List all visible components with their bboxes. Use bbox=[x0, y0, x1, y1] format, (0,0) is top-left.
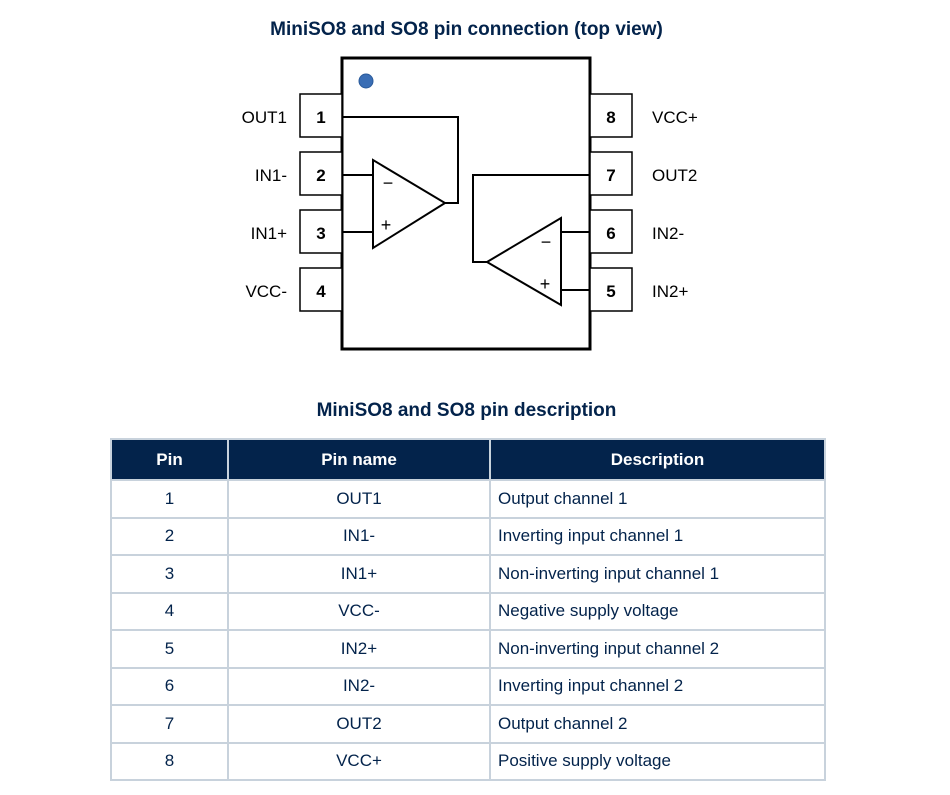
pin-4-label: VCC- bbox=[245, 282, 287, 301]
description-cell: Output channel 1 bbox=[489, 479, 826, 519]
table-row: 4 VCC- Negative supply voltage bbox=[110, 591, 826, 631]
pin-connection-diagram: 1 OUT1 2 IN1- 3 IN1+ 4 VCC- 8 VCC+ 7 OUT2 6 IN2- 5 IN2… bbox=[242, 56, 698, 351]
description-cell: Inverting input channel 1 bbox=[489, 516, 826, 556]
table-row: 6 IN2- Inverting input channel 2 bbox=[110, 666, 826, 706]
pin-name-cell: VCC+ bbox=[227, 741, 491, 781]
table-row: 8 VCC+ Positive supply voltage bbox=[110, 741, 826, 781]
description-cell: Negative supply voltage bbox=[489, 591, 826, 631]
pin-3-number: 3 bbox=[316, 224, 325, 243]
pin-5-pad bbox=[589, 267, 633, 312]
chip-body bbox=[340, 56, 592, 351]
pin-number-cell: 2 bbox=[110, 516, 229, 556]
opamp-2-plus-sign: + bbox=[540, 274, 551, 294]
opamp-2-symbol bbox=[485, 216, 562, 307]
opamp-1-minus-sign: − bbox=[383, 173, 394, 193]
pin-2-number: 2 bbox=[316, 166, 325, 185]
pin-7-pad bbox=[589, 151, 633, 196]
description-cell: Non-inverting input channel 2 bbox=[489, 629, 826, 669]
pin-number-cell: 5 bbox=[110, 629, 229, 669]
description-cell: Inverting input channel 2 bbox=[489, 666, 826, 706]
pin-1-label: OUT1 bbox=[242, 108, 287, 127]
pin-7-label: OUT2 bbox=[652, 166, 697, 185]
pin-number-cell: 1 bbox=[110, 479, 229, 519]
description-cell: Positive supply voltage bbox=[489, 741, 826, 781]
pin1-marker-dot bbox=[358, 73, 374, 89]
description-cell: Non-inverting input channel 1 bbox=[489, 554, 826, 594]
pin-name-cell: OUT2 bbox=[227, 704, 491, 744]
pin-description-table: Pin Pin name Description 1 OUT1 Output cha… bbox=[110, 438, 826, 781]
table-header-row: Pin Pin name Description bbox=[110, 438, 826, 481]
table-row: 1 OUT1 Output channel 1 bbox=[110, 479, 826, 519]
diagram-title: MiniSO8 and SO8 pin connection (top view… bbox=[270, 19, 663, 40]
wire-out1 bbox=[342, 116, 459, 204]
column-header-description: Description bbox=[489, 438, 826, 481]
table-row: 5 IN2+ Non-inverting input channel 2 bbox=[110, 629, 826, 669]
pin-2-label: IN1- bbox=[255, 166, 287, 185]
pin-number-cell: 8 bbox=[110, 741, 229, 781]
wire-out2 bbox=[472, 174, 590, 263]
table-row: 3 IN1+ Non-inverting input channel 1 bbox=[110, 554, 826, 594]
pin-name-cell: OUT1 bbox=[227, 479, 491, 519]
pin-6-pad bbox=[589, 209, 633, 254]
pin-6-number: 6 bbox=[606, 224, 615, 243]
pin-name-cell: IN1- bbox=[227, 516, 491, 556]
opamp-2-minus-sign: − bbox=[541, 232, 552, 252]
opamp-1-plus-sign: + bbox=[381, 215, 392, 235]
pin-name-cell: IN2+ bbox=[227, 629, 491, 669]
pin-1-pad bbox=[299, 93, 343, 138]
pin-4-number: 4 bbox=[316, 282, 326, 301]
pin-number-cell: 3 bbox=[110, 554, 229, 594]
pin-5-label: IN2+ bbox=[652, 282, 688, 301]
column-header-pin-name: Pin name bbox=[227, 438, 491, 481]
pin-2-pad bbox=[299, 151, 343, 196]
pin-8-number: 8 bbox=[606, 108, 615, 127]
pin-3-label: IN1+ bbox=[251, 224, 287, 243]
pin-8-pad bbox=[589, 93, 633, 138]
pin-number-cell: 7 bbox=[110, 704, 229, 744]
pin-7-number: 7 bbox=[606, 166, 615, 185]
pin-1-number: 1 bbox=[316, 108, 325, 127]
pin-8-label: VCC+ bbox=[652, 108, 698, 127]
pin-5-number: 5 bbox=[606, 282, 615, 301]
table-row: 2 IN1- Inverting input channel 1 bbox=[110, 516, 826, 556]
pin-number-cell: 4 bbox=[110, 591, 229, 631]
opamp-1-symbol bbox=[372, 158, 447, 250]
description-cell: Output channel 2 bbox=[489, 704, 826, 744]
pin-name-cell: IN1+ bbox=[227, 554, 491, 594]
pin-number-cell: 6 bbox=[110, 666, 229, 706]
table-title: MiniSO8 and SO8 pin description bbox=[316, 400, 617, 421]
pin-name-cell: VCC- bbox=[227, 591, 491, 631]
column-header-pin: Pin bbox=[110, 438, 229, 481]
pin-4-pad bbox=[299, 267, 343, 312]
pin-6-label: IN2- bbox=[652, 224, 684, 243]
table-row: 7 OUT2 Output channel 2 bbox=[110, 704, 826, 744]
pin-name-cell: IN2- bbox=[227, 666, 491, 706]
